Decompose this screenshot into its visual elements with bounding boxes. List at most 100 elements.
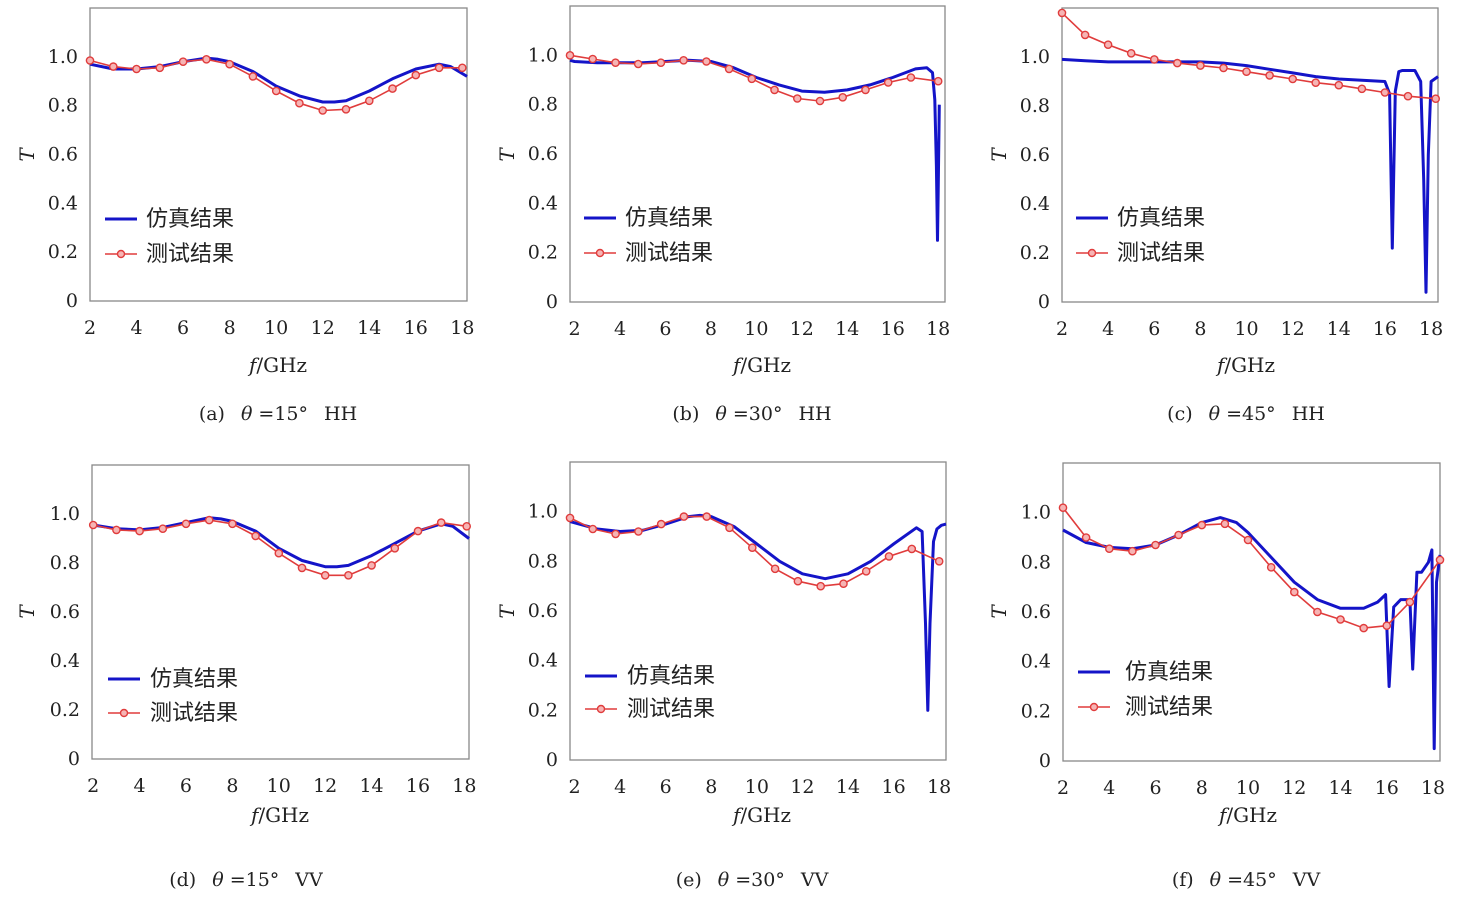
x-tick-label: 2: [1057, 777, 1069, 799]
data-point-measurement: [204, 515, 214, 525]
data-point-measurement: [1242, 67, 1251, 76]
x-tick-label: 4: [614, 318, 626, 340]
legend-sim-label: 仿真结果: [627, 664, 715, 689]
data-point-measurement: [367, 561, 376, 570]
plot-frame: [1062, 462, 1441, 762]
x-tick-label: 18: [1419, 318, 1443, 340]
data-point-measurement: [462, 522, 472, 531]
data-point-measurement: [770, 85, 779, 95]
data-point-measurement: [457, 63, 467, 73]
data-point-measurement: [702, 512, 712, 521]
x-tick-label: 10: [264, 317, 288, 339]
data-point-measurement: [633, 59, 643, 69]
y-tick-label: 0.2: [1021, 700, 1051, 722]
data-point-measurement: [702, 57, 711, 66]
data-point-measurement: [1058, 503, 1068, 513]
data-point-measurement: [1103, 40, 1113, 50]
y-tick-label: 0.2: [50, 699, 80, 721]
legend-meas-label: 测试结果: [1117, 241, 1205, 266]
y-tick-label: 1.0: [50, 503, 80, 525]
legend-meas-label: 测试结果: [1125, 695, 1213, 720]
legend-meas-marker: [595, 248, 605, 258]
x-tick-label: 12: [790, 776, 814, 798]
x-tick-label: 18: [1421, 777, 1445, 799]
data-point-measurement: [839, 579, 848, 589]
y-axis-title: T: [495, 604, 519, 619]
x-tick-label: 18: [927, 776, 951, 798]
data-point-measurement: [1359, 623, 1368, 633]
x-axis-title: f/GHz: [247, 353, 307, 377]
data-point-measurement: [861, 567, 871, 576]
data-point-measurement: [225, 59, 234, 69]
data-point-measurement: [1311, 78, 1320, 87]
y-axis-label: T: [15, 147, 39, 162]
y-tick-label: 0.2: [528, 699, 558, 721]
x-tick-label: 10: [744, 318, 768, 340]
x-tick-label: 18: [450, 317, 474, 339]
x-tick-label: 6: [1149, 777, 1161, 799]
y-tick-label: 0.4: [1021, 651, 1051, 673]
y-tick-label: 0.6: [528, 600, 558, 622]
legend-meas-marker: [596, 704, 606, 714]
legend-sim-label: 仿真结果: [625, 206, 713, 231]
data-point-measurement: [390, 544, 400, 553]
data-point-measurement: [85, 56, 95, 65]
legend: 仿真结果 测试结果: [105, 207, 234, 267]
data-point-measurement: [1196, 61, 1205, 70]
legend: 仿真结果 测试结果: [584, 206, 713, 266]
y-tick-label: 0.2: [48, 241, 78, 263]
data-point-measurement: [413, 526, 423, 536]
data-point-measurement: [1288, 74, 1297, 84]
data-point-measurement: [1290, 587, 1299, 597]
x-tick-label: 12: [790, 318, 814, 340]
x-tick-label: 4: [134, 775, 146, 797]
x-tick-label: 4: [130, 317, 142, 339]
data-point-measurement: [679, 56, 688, 65]
legend: 仿真结果 测试结果: [108, 667, 238, 726]
data-point-measurement: [1336, 615, 1345, 624]
data-point-measurement: [132, 64, 141, 74]
plot-frame: [91, 464, 470, 760]
data-point-measurement: [1266, 563, 1276, 572]
data-point-measurement: [1174, 530, 1183, 540]
data-point-measurement: [135, 526, 144, 536]
y-tick-label: 0: [1038, 291, 1050, 313]
y-tick-label: 0.4: [48, 192, 78, 214]
data-point-measurement: [656, 519, 666, 529]
y-tick-label: 0.4: [1020, 193, 1050, 215]
data-point-measurement: [297, 563, 307, 573]
series-line-simulation: [1062, 516, 1442, 751]
x-tick-label: 18: [926, 318, 950, 340]
plot-frame: [1061, 7, 1439, 303]
x-tick-label: 6: [1148, 318, 1160, 340]
data-point-measurement: [1197, 520, 1207, 530]
data-point-measurement: [1220, 519, 1230, 529]
data-point-measurement: [251, 531, 260, 541]
x-tick-label: 8: [224, 317, 236, 339]
data-point-measurement: [1334, 80, 1344, 90]
data-point-measurement: [611, 58, 620, 68]
x-tick-label: 8: [1194, 318, 1206, 340]
data-point-measurement: [1382, 621, 1392, 631]
y-tick-label: 0: [1039, 750, 1051, 772]
legend-sim-label: 仿真结果: [146, 207, 234, 232]
data-point-measurement: [861, 85, 870, 95]
data-point-measurement: [1313, 607, 1322, 617]
data-point-measurement: [155, 63, 165, 73]
y-tick-label: 0: [546, 749, 558, 771]
data-point-measurement: [271, 86, 281, 96]
panel-b: 0 0.2 0.4 0.6 0.8 1.0 2 4 6 8 10 12 14 16 18 T f/GHz 仿…: [495, 5, 950, 425]
data-point-measurement: [411, 70, 421, 80]
caption: (b) θ =30° HH: [672, 403, 831, 425]
data-point-measurement: [1431, 94, 1440, 103]
y-axis-title: T: [987, 604, 1011, 619]
data-point-measurement: [341, 105, 351, 114]
y-tick-label: 1.0: [1020, 46, 1050, 68]
y-tick-label: 0.6: [50, 601, 80, 623]
x-axis-title: f/GHz: [1215, 353, 1275, 377]
data-point-measurement: [112, 525, 121, 535]
legend: 仿真结果 测试结果: [1076, 206, 1205, 266]
data-point-measurement: [434, 63, 444, 73]
legend-sim-label: 仿真结果: [150, 667, 238, 692]
